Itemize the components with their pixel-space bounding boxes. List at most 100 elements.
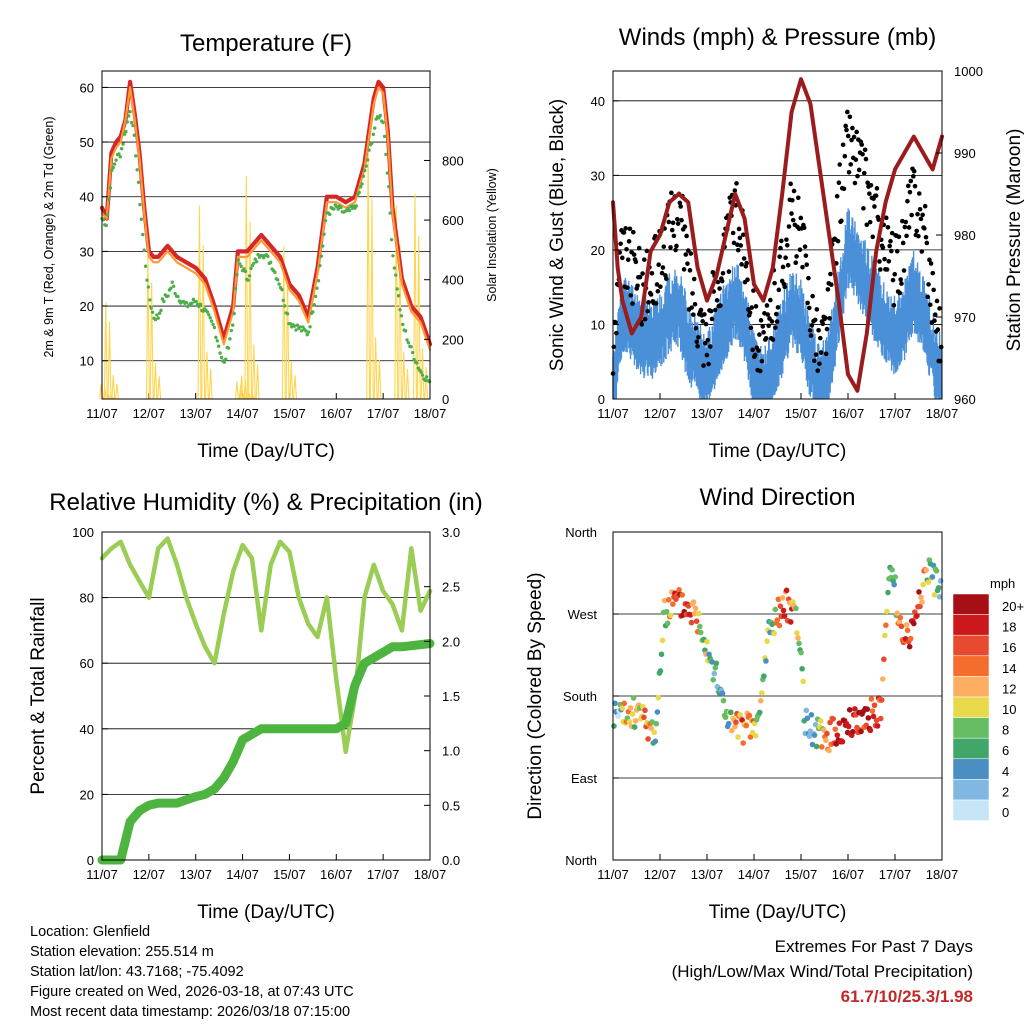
solar-spike bbox=[398, 245, 402, 400]
dewpoint-point bbox=[378, 113, 383, 118]
colorbar-label: 0 bbox=[1002, 805, 1009, 820]
gust-point bbox=[874, 186, 880, 191]
x-axis-label: Time (Day/UTC) bbox=[197, 902, 335, 923]
gust-point bbox=[758, 318, 764, 323]
gust-point bbox=[745, 277, 750, 283]
gust-point bbox=[842, 153, 848, 159]
direction-point bbox=[756, 709, 763, 716]
dewpoint-point bbox=[239, 264, 243, 269]
y-tick-label: 30 bbox=[591, 168, 605, 183]
gust-point bbox=[856, 167, 862, 173]
direction-point bbox=[777, 603, 784, 610]
gust-point bbox=[919, 249, 925, 254]
gust-point bbox=[870, 234, 876, 240]
gust-point bbox=[889, 248, 894, 254]
solar-spike bbox=[394, 205, 399, 400]
gust-point bbox=[815, 368, 821, 373]
gust-point bbox=[778, 245, 783, 251]
dewpoint-point bbox=[119, 146, 124, 151]
gust-point bbox=[894, 248, 900, 254]
gust-point bbox=[798, 215, 804, 221]
direction-point bbox=[759, 690, 765, 696]
gust-point bbox=[911, 168, 917, 174]
figure-created: Figure created on Wed, 2026-03-18, at 07… bbox=[30, 984, 354, 1000]
dewpoint-point bbox=[127, 114, 131, 118]
gust-point bbox=[737, 235, 743, 241]
dewpoint-point bbox=[425, 375, 429, 379]
gust-point bbox=[752, 352, 758, 358]
gust-point bbox=[621, 230, 627, 235]
y2-axis-label: Solar Insolation (Yellow) bbox=[485, 168, 499, 302]
direction-point bbox=[711, 670, 718, 677]
chart-title: Relative Humidity (%) & Precipitation (i… bbox=[49, 489, 482, 516]
gust-point bbox=[640, 271, 645, 276]
dewpoint-point bbox=[170, 280, 174, 284]
dewpoint-point bbox=[277, 282, 281, 286]
dewpoint-point bbox=[238, 262, 242, 266]
dewpoint-point bbox=[209, 319, 214, 323]
station-location: Location: Glenfield bbox=[30, 924, 151, 940]
direction-point bbox=[834, 732, 841, 738]
direction-point bbox=[685, 603, 692, 609]
direction-point bbox=[626, 718, 633, 725]
gust-point bbox=[828, 271, 833, 277]
dewpoint-point bbox=[389, 237, 394, 242]
gust-point bbox=[775, 305, 781, 310]
direction-point bbox=[803, 707, 810, 714]
dewpoint-point bbox=[412, 357, 416, 362]
direction-point bbox=[776, 622, 783, 629]
gust-point bbox=[825, 287, 831, 292]
direction-point bbox=[679, 592, 685, 598]
gust-point bbox=[688, 251, 694, 256]
gust-point bbox=[633, 259, 639, 265]
dewpoint-point bbox=[354, 204, 359, 208]
dewpoint-point bbox=[216, 344, 221, 348]
gust-point bbox=[883, 215, 889, 221]
colorbar-swatch bbox=[952, 799, 990, 821]
dewpoint-point bbox=[370, 141, 374, 146]
dewpoint-point bbox=[159, 308, 163, 313]
y2-tick-label: 600 bbox=[442, 213, 464, 228]
gust-point bbox=[801, 225, 807, 231]
gust-point bbox=[868, 182, 874, 188]
direction-point bbox=[712, 665, 719, 671]
dewpoint-point bbox=[214, 335, 218, 340]
x-tick-label: 18/07 bbox=[926, 406, 959, 421]
dewpoint-point bbox=[266, 254, 270, 259]
dewpoint-point bbox=[371, 132, 376, 137]
dewpoint-point bbox=[361, 174, 366, 178]
colorbar-swatch bbox=[952, 758, 990, 780]
gust-point bbox=[779, 238, 784, 244]
direction-point bbox=[627, 705, 634, 711]
direction-point bbox=[670, 601, 676, 607]
gust-point bbox=[782, 284, 788, 290]
gust-point bbox=[739, 262, 744, 267]
dewpoint-point bbox=[384, 152, 388, 157]
y-axis-label: 2m & 9m T (Red, Orange) & 2m Td (Green) bbox=[42, 116, 56, 357]
dewpoint-point bbox=[138, 202, 142, 207]
solar-spike bbox=[255, 364, 260, 400]
direction-point bbox=[936, 594, 943, 600]
y-tick-label: 20 bbox=[80, 299, 94, 314]
direction-point bbox=[869, 708, 876, 714]
direction-point bbox=[727, 709, 734, 716]
gust-point bbox=[806, 305, 812, 311]
solar-spike bbox=[234, 381, 239, 400]
x-tick-label: 11/07 bbox=[597, 406, 629, 421]
direction-point bbox=[897, 614, 904, 621]
direction-point bbox=[796, 640, 802, 647]
gust-point bbox=[661, 244, 667, 249]
dewpoint-point bbox=[367, 148, 371, 152]
dewpoint-point bbox=[166, 294, 170, 298]
gust-point bbox=[844, 127, 849, 133]
gust-point bbox=[625, 257, 631, 263]
chart-title: Temperature (F) bbox=[180, 30, 352, 57]
gust-point bbox=[658, 284, 663, 290]
y-tick-label: 20 bbox=[591, 243, 605, 258]
direction-point bbox=[664, 620, 671, 627]
direction-point bbox=[879, 676, 886, 682]
direction-point bbox=[894, 610, 901, 616]
y2-tick-label: 400 bbox=[442, 273, 464, 288]
gust-point bbox=[695, 344, 700, 349]
dewpoint-point bbox=[294, 328, 298, 332]
